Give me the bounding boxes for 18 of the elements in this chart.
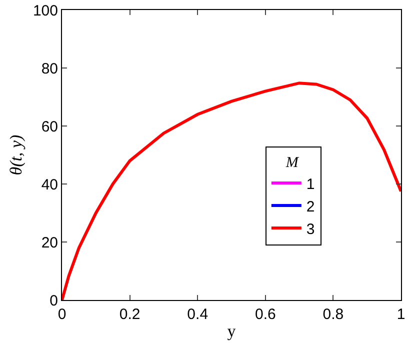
legend-label: 3 — [306, 220, 315, 238]
legend-title: M — [284, 154, 300, 171]
x-tick-label: 1 — [396, 306, 406, 323]
x-tick-label: 0.8 — [322, 306, 344, 323]
y-tick-label: 80 — [41, 60, 58, 78]
legend-label: 1 — [306, 176, 315, 193]
y-tick-label: 60 — [41, 118, 58, 136]
y-tick-label: 20 — [41, 234, 58, 252]
y-tick-label: 40 — [41, 176, 58, 194]
y-axis-title: θ(t, y) — [6, 134, 26, 176]
x-tick-label: 0.6 — [254, 306, 276, 323]
y-tick-label: 100 — [32, 2, 58, 20]
y-tick-label: 0 — [50, 292, 58, 310]
x-tick-label: 0.2 — [119, 306, 140, 323]
x-axis-title: y — [227, 321, 236, 340]
line-series — [62, 82, 401, 300]
legend-label: 2 — [306, 198, 315, 216]
x-tick-label: 0.4 — [187, 306, 208, 323]
